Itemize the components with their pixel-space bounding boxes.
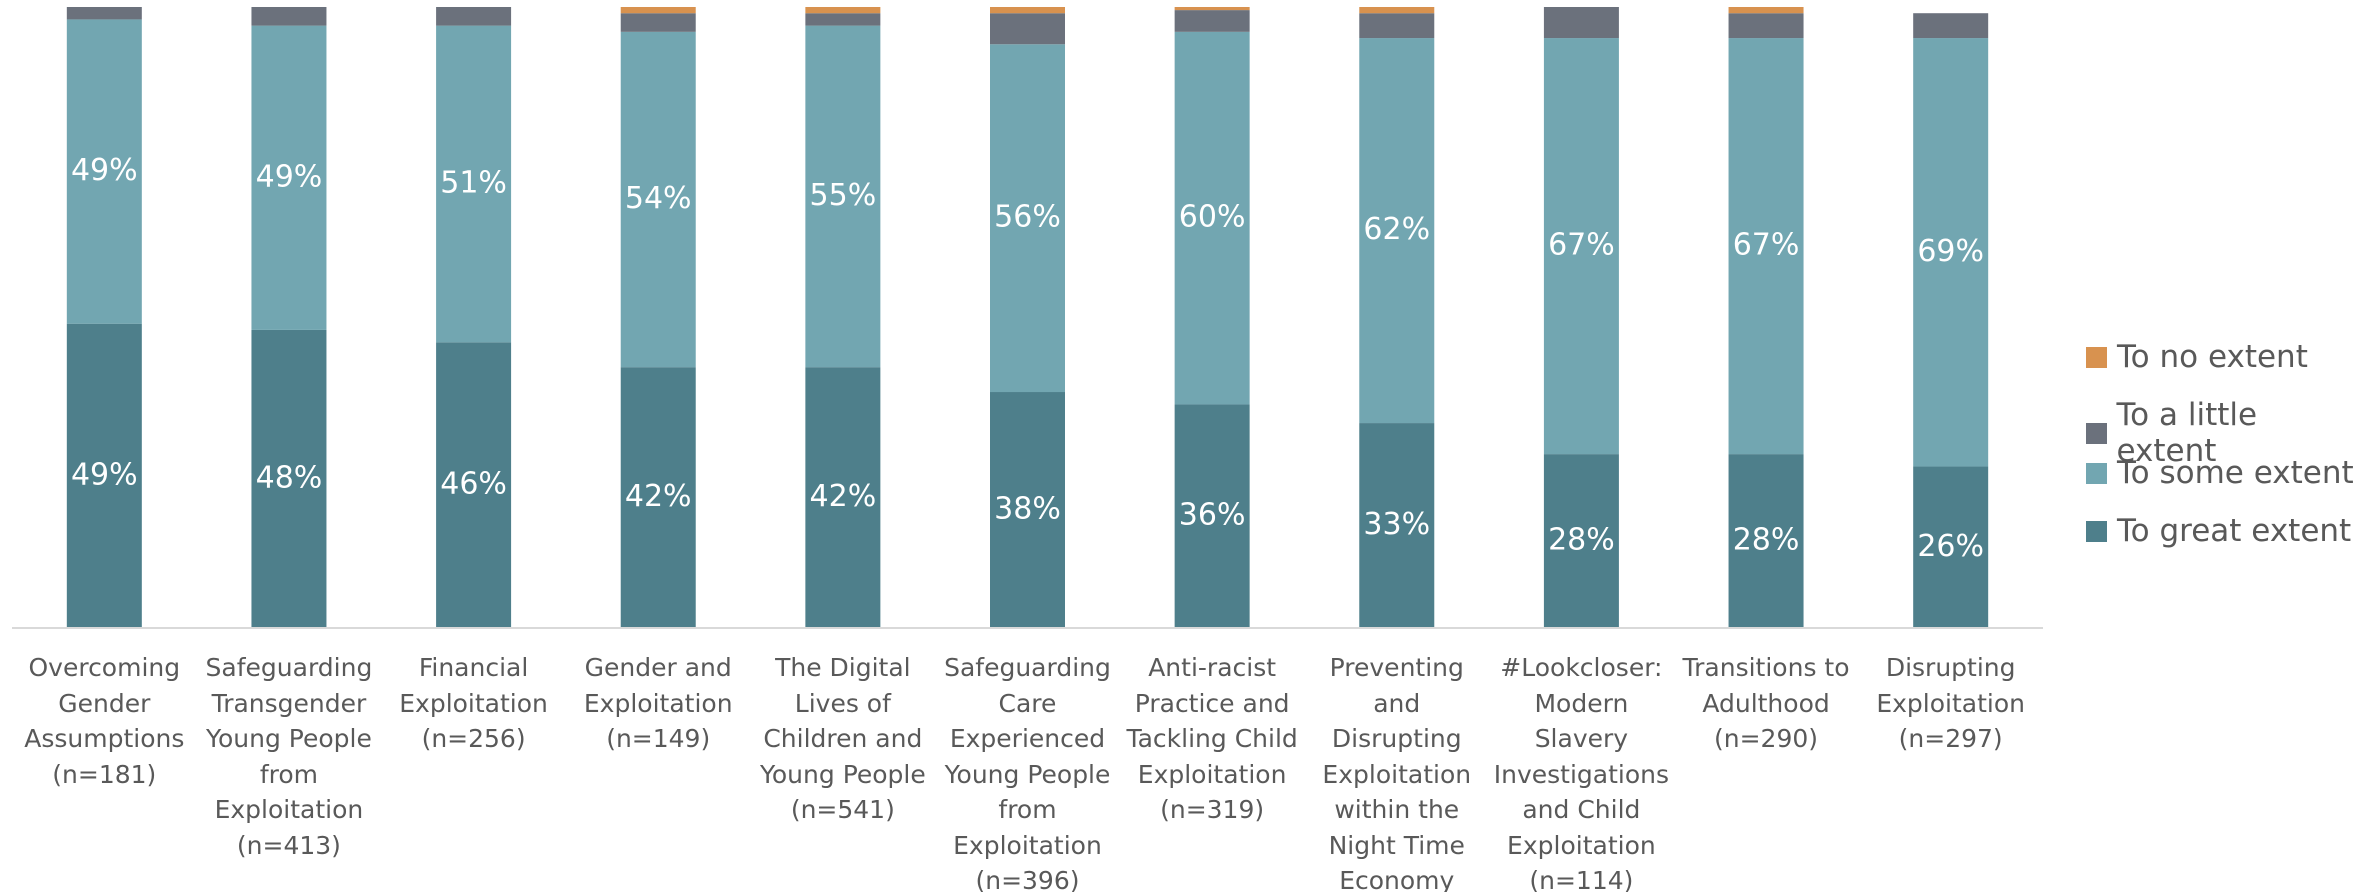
data-label: 49% [256, 159, 323, 194]
bar-segment [990, 7, 1065, 14]
bar-segment [1913, 13, 1989, 39]
bar-segment [1174, 404, 1250, 628]
data-label: 67% [1548, 228, 1615, 263]
legend-swatch [2086, 462, 2107, 484]
bar-segment [251, 329, 327, 628]
bar-segment [1728, 7, 1804, 14]
bar-segment [1359, 423, 1435, 628]
data-label: 28% [1733, 523, 1800, 558]
bar-segment [1728, 38, 1804, 455]
x-tick-label: Safeguarding Transgender Young People fr… [205, 653, 373, 860]
bar-segment [1728, 454, 1804, 628]
data-label: 36% [1179, 498, 1246, 533]
bar-segment [805, 367, 881, 628]
x-tick-label: Disrupting Exploitation (n=297) [1876, 653, 2025, 753]
data-label: 51% [440, 165, 507, 200]
legend-label: To some extent [2117, 455, 2354, 491]
x-tick-label: Financial Exploitation (n=256) [399, 653, 548, 753]
bar-segment [620, 367, 696, 628]
legend-swatch [2086, 346, 2107, 368]
bar-segment [1728, 13, 1804, 39]
legend-label: To no extent [2117, 339, 2308, 375]
bar-segment [1913, 38, 1989, 467]
data-label: 33% [1363, 507, 1430, 542]
bar-segment [251, 7, 327, 26]
data-label: 26% [1917, 529, 1984, 564]
data-label: 38% [994, 492, 1061, 527]
data-label: 42% [625, 479, 692, 514]
x-tick-label: Overcoming Gender Assumptions (n=181) [24, 653, 185, 789]
data-label: 42% [810, 479, 877, 514]
data-label: 62% [1363, 212, 1430, 247]
bar-segment [620, 7, 696, 14]
bar-segment [436, 342, 512, 628]
legend-item: To a little extent [2086, 397, 2361, 469]
legend-swatch [2086, 520, 2107, 542]
legend-swatch [2086, 422, 2107, 444]
x-tick-label: Safeguarding Care Experienced Young Peop… [944, 653, 1111, 892]
bar-segment [1174, 31, 1250, 405]
bar-segment [1543, 454, 1619, 628]
data-label: 69% [1917, 234, 1984, 269]
bar-segment [66, 7, 142, 20]
bar-segment [1174, 7, 1250, 11]
bar-segment [66, 323, 142, 628]
data-label: 55% [810, 178, 877, 213]
bar-segment [990, 392, 1065, 628]
legend-label: To a little extent [2116, 397, 2258, 469]
bar-segment [990, 13, 1065, 45]
x-tick-label: Gender and Exploitation (n=149) [583, 653, 733, 753]
bar-segment [1543, 7, 1619, 39]
data-label: 60% [1179, 200, 1246, 235]
bar-segment [805, 25, 881, 368]
data-label: 48% [256, 460, 323, 495]
bar-segment [805, 13, 881, 26]
x-tick-label: The Digital Lives of Children and Young … [759, 653, 926, 824]
bar-segment [436, 7, 512, 26]
bar-segment [1913, 466, 1989, 628]
legend-label: To great extent [2117, 513, 2352, 549]
data-label: 56% [994, 200, 1061, 235]
legend-item: To some extent [2086, 455, 2354, 491]
data-label: 49% [71, 153, 138, 188]
bar-segment [251, 25, 327, 330]
bar-segment [805, 7, 881, 14]
x-tick-label: Transitions to Adulthood (n=290) [1682, 653, 1850, 753]
data-label: 28% [1548, 523, 1615, 558]
bar-segment [1359, 38, 1435, 424]
legend-item: To great extent [2086, 513, 2351, 549]
bar-segment [1359, 7, 1435, 14]
data-label: 46% [440, 467, 507, 502]
bar-segment [1174, 10, 1250, 32]
bar-segment [66, 19, 142, 324]
bar-segment [990, 44, 1065, 393]
data-label: 54% [625, 181, 692, 216]
x-tick-label: Preventing and Disrupting Exploitation w… [1322, 653, 1472, 892]
legend-item: To no extent [2086, 339, 2308, 375]
bar-segment [620, 13, 696, 32]
bar-segment [620, 31, 696, 368]
data-label: 67% [1733, 228, 1800, 263]
data-label: 49% [71, 457, 138, 492]
bar-segment [1359, 13, 1435, 39]
x-tick-label: Anti-racist Practice and Tackling Child … [1126, 653, 1298, 824]
x-tick-label: #Lookcloser: Modern Slavery Investigatio… [1493, 653, 1670, 892]
bar-segment [1543, 38, 1619, 455]
bar-segment [436, 25, 512, 343]
